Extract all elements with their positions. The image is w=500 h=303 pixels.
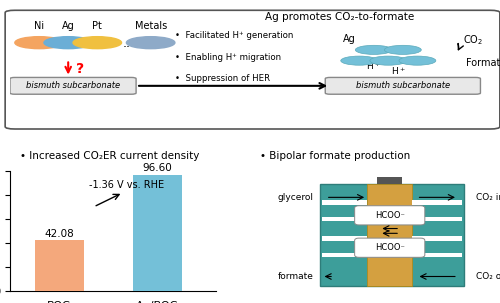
Text: Ni: Ni — [34, 21, 44, 31]
FancyBboxPatch shape — [354, 238, 425, 257]
Circle shape — [370, 56, 406, 65]
Bar — [34, 240, 84, 291]
Circle shape — [73, 37, 122, 49]
Bar — [133, 175, 182, 291]
Text: bismuth subcarbonate: bismuth subcarbonate — [26, 81, 120, 90]
Text: Formate: Formate — [466, 58, 500, 68]
Circle shape — [126, 37, 175, 49]
FancyBboxPatch shape — [354, 206, 425, 225]
Text: CO$_2$: CO$_2$ — [464, 33, 483, 47]
Text: Metals: Metals — [134, 21, 167, 31]
Text: 42.08: 42.08 — [44, 229, 74, 239]
Text: •  Suppression of HER: • Suppression of HER — [175, 74, 270, 83]
Text: Ag: Ag — [62, 21, 74, 31]
Circle shape — [356, 45, 392, 55]
Bar — [412, 200, 462, 205]
Bar — [322, 253, 367, 257]
Circle shape — [384, 45, 422, 55]
Text: •  Facilitated H⁺ generation: • Facilitated H⁺ generation — [175, 31, 294, 40]
Text: bismuth subcarbonate: bismuth subcarbonate — [356, 81, 450, 90]
Text: •  Enabling H⁺ migration: • Enabling H⁺ migration — [175, 52, 281, 62]
Bar — [322, 200, 367, 205]
Bar — [412, 253, 462, 257]
Text: CO₂ in: CO₂ in — [476, 193, 500, 202]
Bar — [378, 177, 402, 184]
Bar — [412, 217, 462, 221]
Text: Ag: Ag — [343, 34, 356, 44]
FancyBboxPatch shape — [10, 78, 136, 94]
Text: Ag promotes CO₂-to-formate: Ag promotes CO₂-to-formate — [265, 12, 414, 22]
Text: H$^+$: H$^+$ — [390, 65, 406, 77]
Text: formate: formate — [278, 272, 314, 281]
Text: HCOO⁻: HCOO⁻ — [375, 211, 404, 220]
Circle shape — [44, 37, 92, 49]
Text: 96.60: 96.60 — [142, 163, 172, 173]
Bar — [320, 184, 464, 286]
Text: glycerol: glycerol — [278, 193, 314, 202]
Circle shape — [341, 56, 378, 65]
Text: Pt: Pt — [92, 21, 102, 31]
Text: HCOO⁻: HCOO⁻ — [375, 243, 404, 252]
FancyBboxPatch shape — [325, 78, 480, 94]
Bar — [322, 217, 367, 221]
Bar — [367, 184, 412, 286]
Circle shape — [399, 56, 436, 65]
FancyBboxPatch shape — [5, 10, 500, 129]
Bar — [412, 236, 462, 241]
Text: -1.36 V vs. RHE: -1.36 V vs. RHE — [88, 180, 164, 190]
Text: CO₂ out: CO₂ out — [476, 272, 500, 281]
Text: • Increased CO₂ER current density: • Increased CO₂ER current density — [20, 151, 200, 161]
Bar — [322, 236, 367, 241]
Text: • Bipolar formate production: • Bipolar formate production — [260, 151, 410, 161]
Text: H$^+$: H$^+$ — [366, 61, 381, 72]
Text: ?: ? — [76, 62, 84, 76]
Text: ...: ... — [123, 37, 135, 50]
Circle shape — [15, 37, 64, 49]
